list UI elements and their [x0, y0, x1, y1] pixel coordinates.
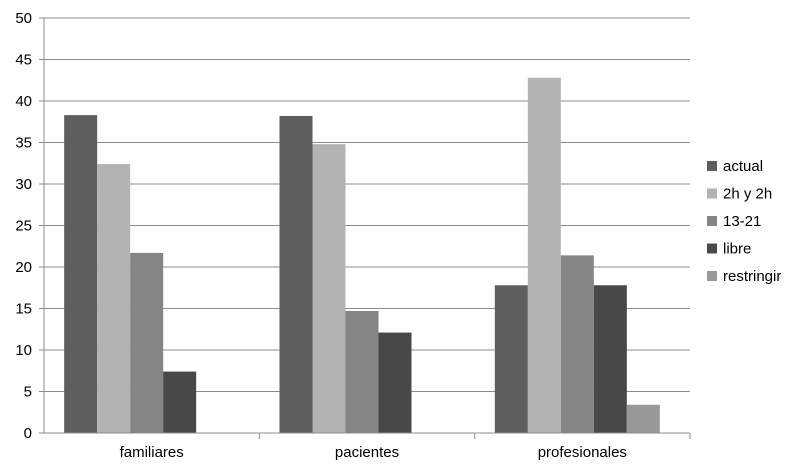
- y-tick-label: 40: [15, 93, 32, 110]
- y-tick-label: 0: [24, 425, 32, 442]
- legend-swatch: [707, 243, 717, 254]
- legend-label: restringir: [723, 268, 781, 285]
- x-category-label: profesionales: [538, 444, 627, 461]
- legend-label: 13-21: [723, 213, 761, 230]
- bar-actual-pacientes: [279, 115, 313, 433]
- x-category-label: pacientes: [335, 444, 399, 461]
- legend: actual 2h y 2h 13-21 libre restringir: [707, 158, 781, 285]
- y-tick-label: 25: [15, 218, 32, 235]
- bar-libre-profesionales: [593, 285, 627, 433]
- bars: [64, 77, 660, 434]
- x-category-label: familiares: [120, 444, 184, 461]
- y-tick-label: 20: [15, 259, 32, 276]
- bar-13-21-pacientes: [345, 310, 379, 433]
- bar-libre-pacientes: [378, 332, 412, 433]
- y-tick-label: 45: [15, 52, 32, 69]
- legend-label: libre: [723, 241, 751, 258]
- bar-2h-y-2h-familiares: [97, 164, 131, 433]
- bar-2h-y-2h-pacientes: [312, 144, 346, 433]
- legend-label: actual: [723, 158, 763, 175]
- y-tick-label: 30: [15, 176, 32, 193]
- y-tick-label: 5: [24, 384, 32, 401]
- y-tick-label: 35: [15, 135, 32, 152]
- y-tick-labels: 0 5 10 15 20 25 30 35 40 45 50: [15, 10, 32, 442]
- bar-13-21-familiares: [130, 252, 164, 433]
- legend-swatch: [707, 161, 717, 171]
- bar-actual-profesionales: [494, 285, 528, 433]
- bar-13-21-profesionales: [560, 255, 594, 433]
- y-tick-label: 10: [15, 342, 32, 359]
- y-tick-label: 15: [15, 301, 32, 318]
- bar-restringir-profesionales: [626, 404, 660, 433]
- legend-swatch: [707, 271, 717, 281]
- legend-swatch: [707, 216, 717, 226]
- bar-actual-familiares: [64, 115, 98, 434]
- legend-swatch: [707, 188, 717, 199]
- bar-libre-familiares: [163, 371, 197, 433]
- category-labels: familiares pacientes profesionales: [120, 444, 627, 461]
- y-tick-label: 50: [15, 10, 32, 27]
- legend-label: 2h y 2h: [723, 186, 772, 203]
- axes: [39, 17, 691, 439]
- bar-2h-y-2h-profesionales: [527, 77, 561, 433]
